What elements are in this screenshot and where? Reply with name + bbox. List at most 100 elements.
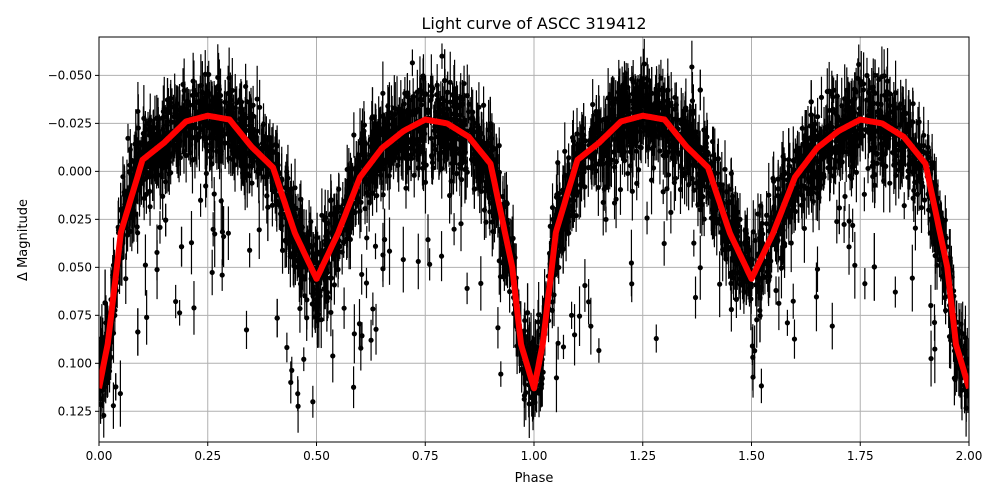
data-point [386, 248, 393, 254]
data-point [297, 305, 303, 312]
data-point [254, 96, 260, 102]
data-point [427, 261, 433, 267]
data-point [590, 101, 596, 108]
data-point [553, 375, 560, 381]
data-point [749, 343, 756, 349]
data-point [874, 101, 881, 107]
data-point [372, 243, 379, 249]
data-point [813, 294, 820, 300]
data-point [638, 78, 644, 84]
data-point [758, 203, 764, 209]
data-point [309, 301, 315, 307]
data-point [173, 298, 179, 305]
data-point [732, 205, 739, 211]
data-point [404, 93, 411, 100]
data-point [697, 207, 703, 213]
data-point [269, 202, 275, 208]
data-point [451, 226, 457, 232]
data-point [464, 285, 470, 291]
data-point [279, 247, 286, 253]
data-point [865, 165, 871, 172]
data-point [689, 98, 696, 104]
data-point [188, 240, 195, 246]
data-point [717, 281, 723, 287]
data-point [208, 154, 214, 161]
data-point [862, 281, 868, 287]
data-point [799, 125, 805, 131]
data-point [218, 198, 224, 204]
data-point [197, 197, 204, 203]
data-point [157, 224, 163, 230]
data-point [400, 256, 406, 263]
data-point [658, 75, 664, 81]
data-point [928, 355, 934, 362]
data-point [648, 177, 655, 183]
data-point [839, 103, 845, 109]
data-point [364, 235, 370, 241]
data-point [909, 275, 915, 281]
data-point [586, 299, 592, 305]
data-point [203, 170, 209, 177]
data-point [370, 306, 376, 312]
data-point [135, 230, 141, 236]
data-point [850, 222, 856, 228]
data-point [883, 163, 889, 169]
data-point [621, 90, 628, 96]
data-point [723, 189, 730, 195]
data-point [571, 332, 578, 338]
data-point [901, 203, 907, 209]
data-point [665, 87, 671, 93]
data-point [420, 165, 426, 171]
data-point [211, 191, 217, 197]
data-point [363, 280, 370, 286]
data-point [288, 379, 294, 386]
data-point [99, 344, 105, 350]
data-point [458, 221, 464, 227]
data-point [625, 170, 631, 177]
data-point [807, 123, 814, 129]
data-point [846, 244, 852, 250]
data-point [560, 344, 567, 350]
data-point [906, 169, 912, 175]
data-point [576, 313, 583, 319]
data-point [406, 165, 412, 171]
data-point [362, 206, 368, 212]
data-point [628, 260, 635, 266]
data-point [634, 180, 640, 187]
data-point [264, 193, 270, 199]
data-point [946, 333, 953, 340]
data-point [697, 265, 703, 271]
data-point [429, 152, 435, 159]
data-point [361, 122, 368, 128]
data-point [551, 292, 557, 298]
data-point [951, 375, 957, 381]
data-point [595, 184, 601, 191]
data-point [331, 282, 337, 288]
data-point [238, 99, 245, 105]
data-point [341, 305, 347, 311]
data-point [256, 227, 262, 233]
data-point [438, 253, 445, 259]
data-point [495, 325, 501, 331]
data-point [765, 269, 771, 275]
data-point [144, 314, 150, 320]
data-point [471, 151, 477, 157]
data-point [539, 381, 545, 387]
data-point [425, 237, 431, 243]
data-point [641, 61, 647, 67]
data-point [801, 225, 807, 232]
data-point [932, 346, 938, 352]
data-point [409, 60, 415, 66]
data-point [123, 276, 129, 282]
data-point [963, 393, 969, 399]
data-point [644, 215, 650, 221]
data-point [766, 192, 772, 198]
data-point [613, 196, 619, 202]
data-point [834, 218, 840, 225]
data-point [872, 171, 878, 178]
data-point [359, 333, 365, 339]
data-point [603, 216, 609, 223]
data-point [312, 314, 318, 320]
data-point [183, 152, 189, 159]
data-point [328, 309, 334, 316]
